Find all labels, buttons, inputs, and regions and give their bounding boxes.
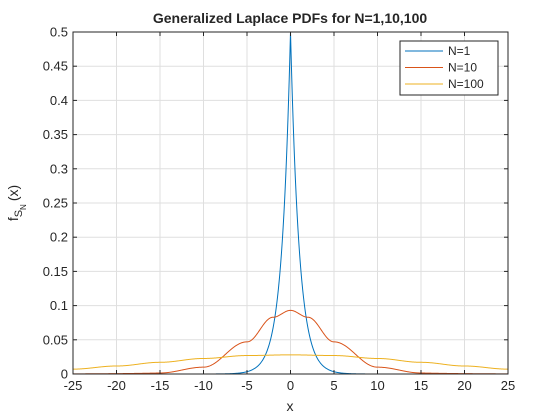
y-axis-label: fSN (x) [5,185,28,221]
legend-label-n-10: N=10 [448,61,477,75]
x-tick-label-1: -20 [107,378,126,393]
x-tick-label-9: 20 [457,378,471,393]
x-tick-label-8: 15 [414,378,428,393]
y-tick-label-5: 0.25 [43,196,68,211]
ticks: -25 -20 -15 -10 -5 0 5 10 15 20 25 0 0.05 0.1 0.15 0.2 0… [43,25,516,394]
y-tick-label-7: 0.35 [43,127,68,142]
x-tick-label-4: -5 [241,378,253,393]
x-axis-label: x [287,398,294,414]
y-label-base: f [5,217,21,221]
y-tick-label-3: 0.15 [43,264,68,279]
y-tick-label-10: 0.5 [50,25,68,40]
y-tick-label-4: 0.2 [50,230,68,245]
y-tick-label-0: 0 [61,367,68,382]
y-tick-label-1: 0.05 [43,332,68,347]
series-line-n-10 [73,309,508,375]
y-tick-label-8: 0.4 [50,93,68,108]
series-line-n-100 [73,354,508,370]
x-tick-label-2: -15 [151,378,170,393]
y-label-suffix: (x) [5,185,21,201]
y-label-sub1: S [13,210,25,217]
legend-label-n-1: N=1 [448,44,471,58]
y-tick-label-9: 0.45 [43,59,68,74]
x-tick-label-10: 25 [501,378,515,393]
legend: N=1 N=10 N=100 [399,40,499,96]
x-tick-label-3: -10 [194,378,213,393]
chart-title: Generalized Laplace PDFs for N=1,10,100 [153,10,428,26]
legend-label-n-100: N=100 [448,77,484,91]
svg-text:fSN(x): fSN (x) [5,185,28,221]
x-tick-label-0: -25 [64,378,83,393]
y-label-sub2: N [19,204,28,210]
x-tick-label-5: 0 [287,378,294,393]
x-tick-label-6: 5 [330,378,337,393]
x-tick-label-7: 10 [370,378,384,393]
y-tick-label-2: 0.1 [50,298,68,313]
y-tick-label-6: 0.3 [50,161,68,176]
